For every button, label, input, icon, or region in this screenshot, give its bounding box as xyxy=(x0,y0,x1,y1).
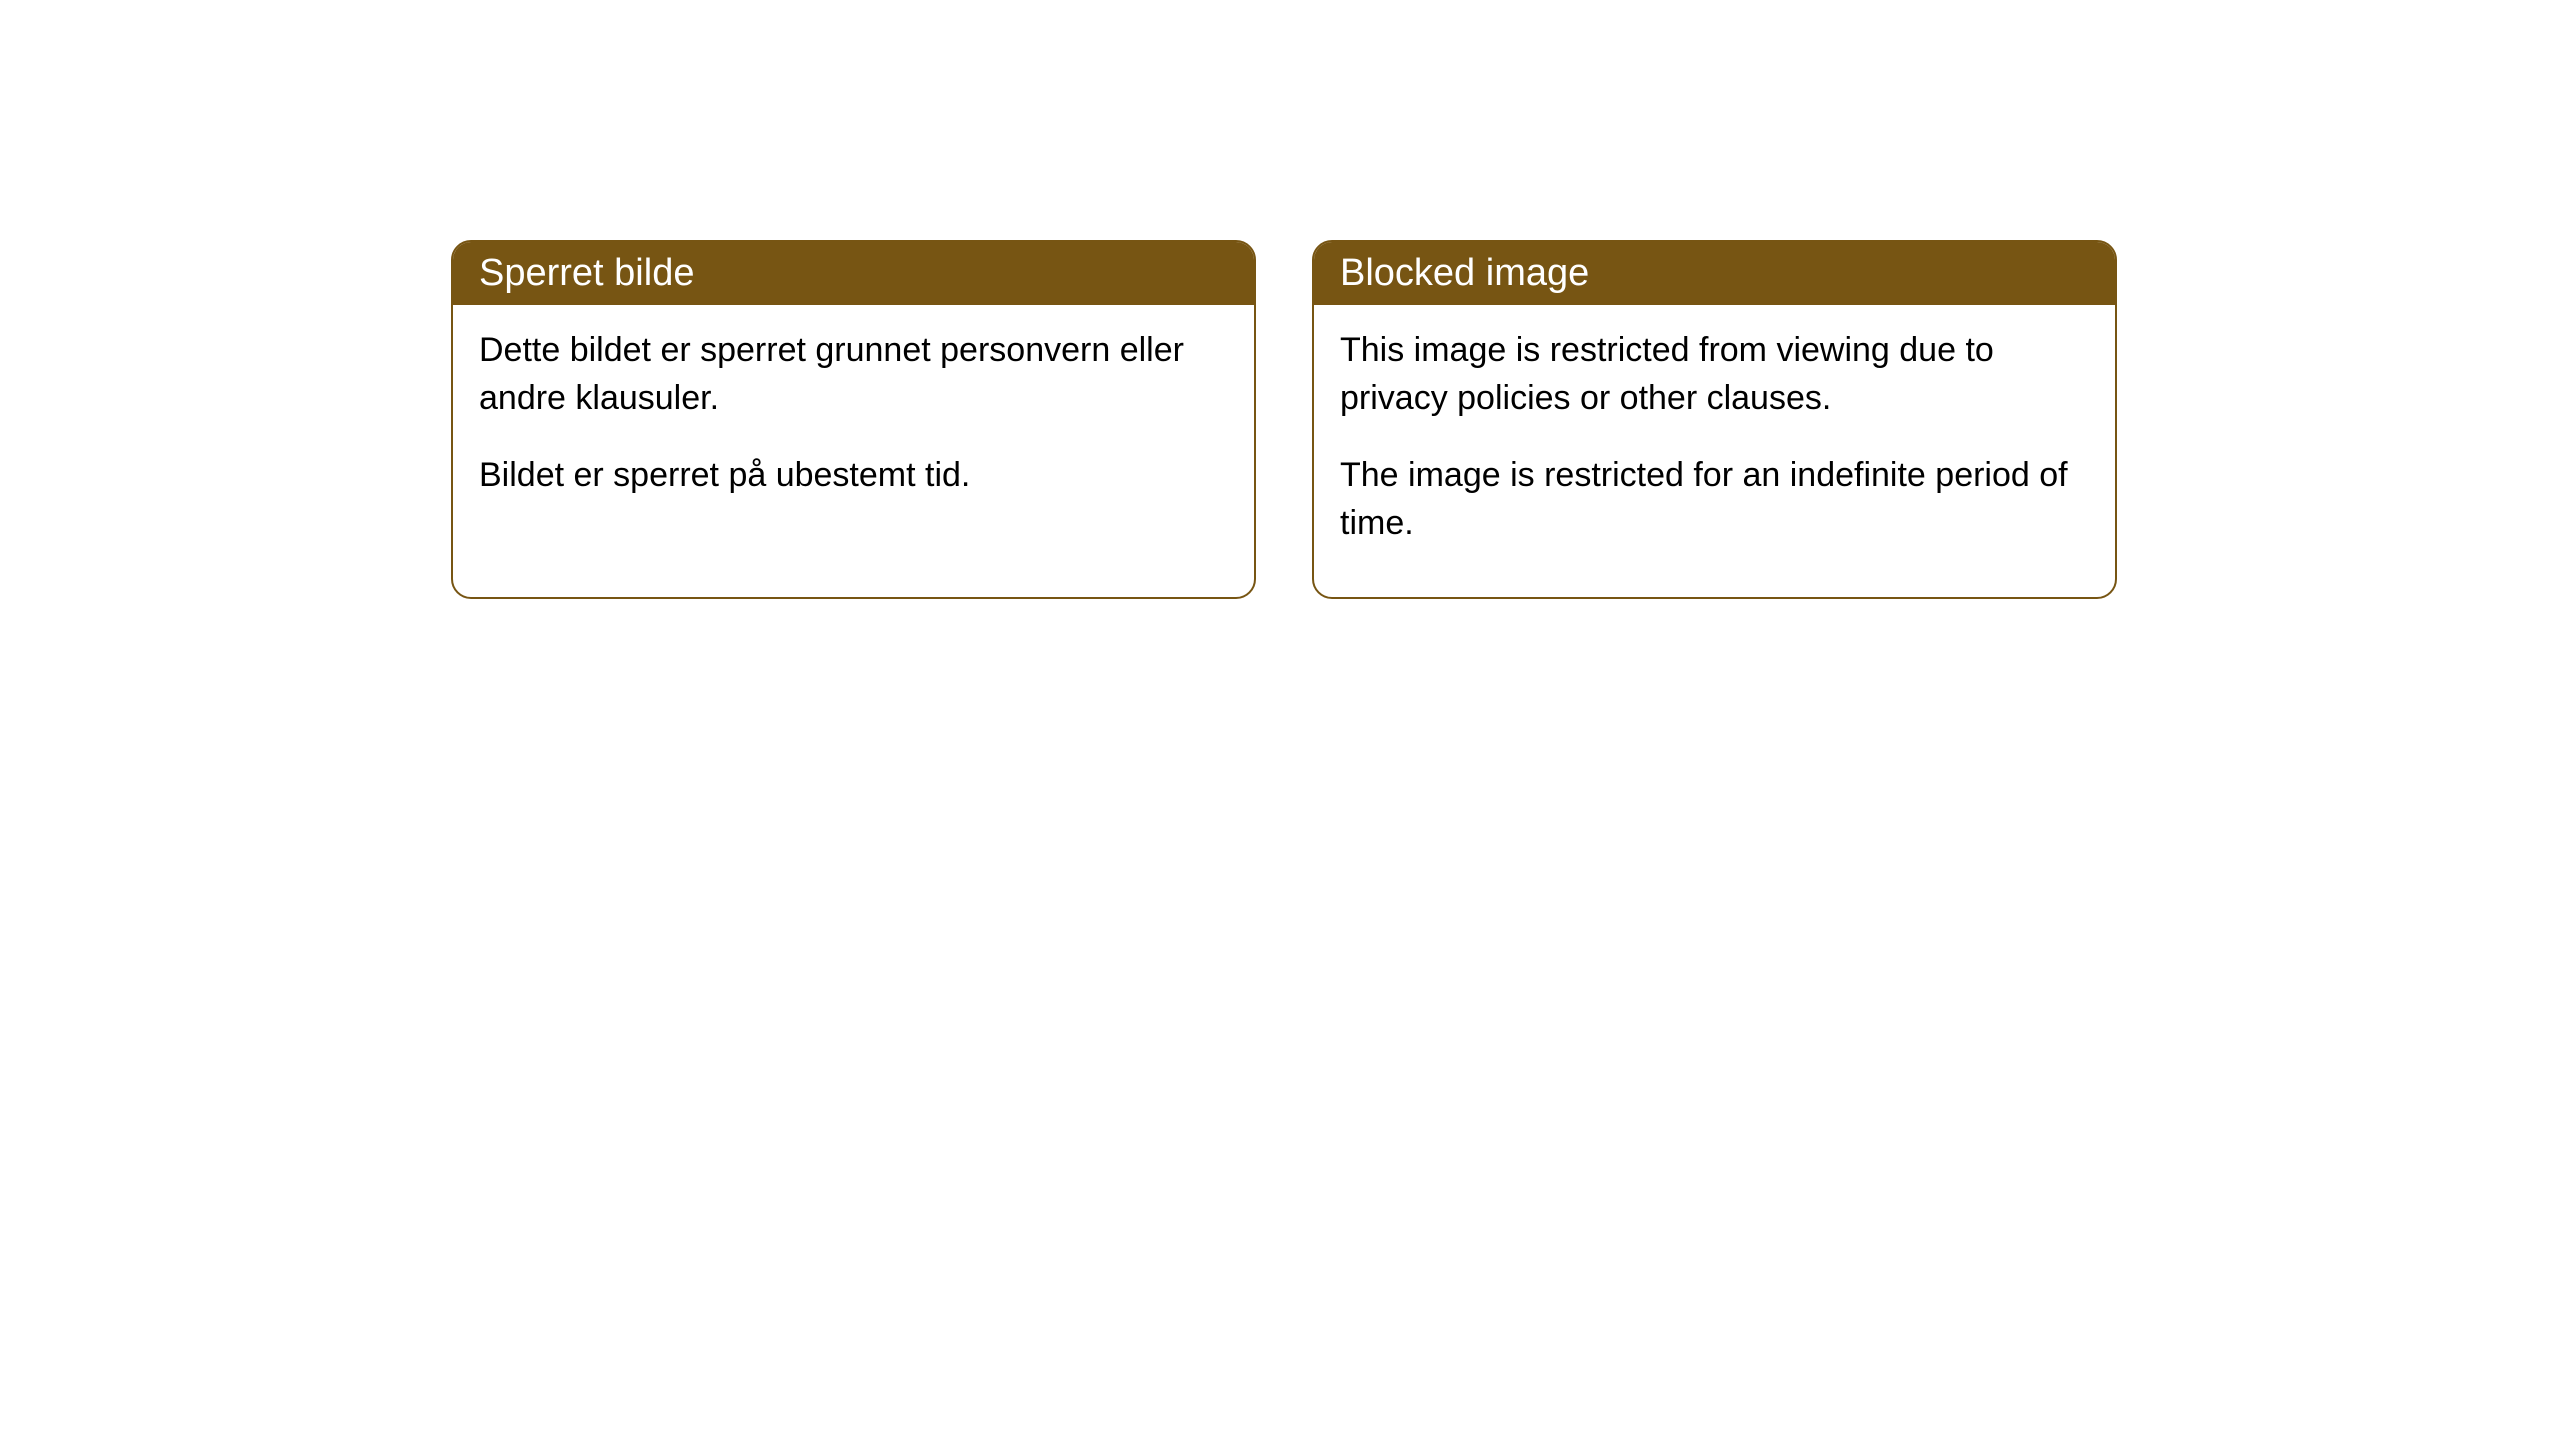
card-paragraph: Dette bildet er sperret grunnet personve… xyxy=(479,327,1228,422)
notice-cards-container: Sperret bilde Dette bildet er sperret gr… xyxy=(451,240,2117,599)
card-paragraph: The image is restricted for an indefinit… xyxy=(1340,452,2089,547)
blocked-image-card-english: Blocked image This image is restricted f… xyxy=(1312,240,2117,599)
card-header: Blocked image xyxy=(1314,242,2115,305)
card-body: Dette bildet er sperret grunnet personve… xyxy=(453,305,1254,550)
blocked-image-card-norwegian: Sperret bilde Dette bildet er sperret gr… xyxy=(451,240,1256,599)
card-header: Sperret bilde xyxy=(453,242,1254,305)
card-paragraph: Bildet er sperret på ubestemt tid. xyxy=(479,452,1228,500)
card-body: This image is restricted from viewing du… xyxy=(1314,305,2115,597)
card-paragraph: This image is restricted from viewing du… xyxy=(1340,327,2089,422)
